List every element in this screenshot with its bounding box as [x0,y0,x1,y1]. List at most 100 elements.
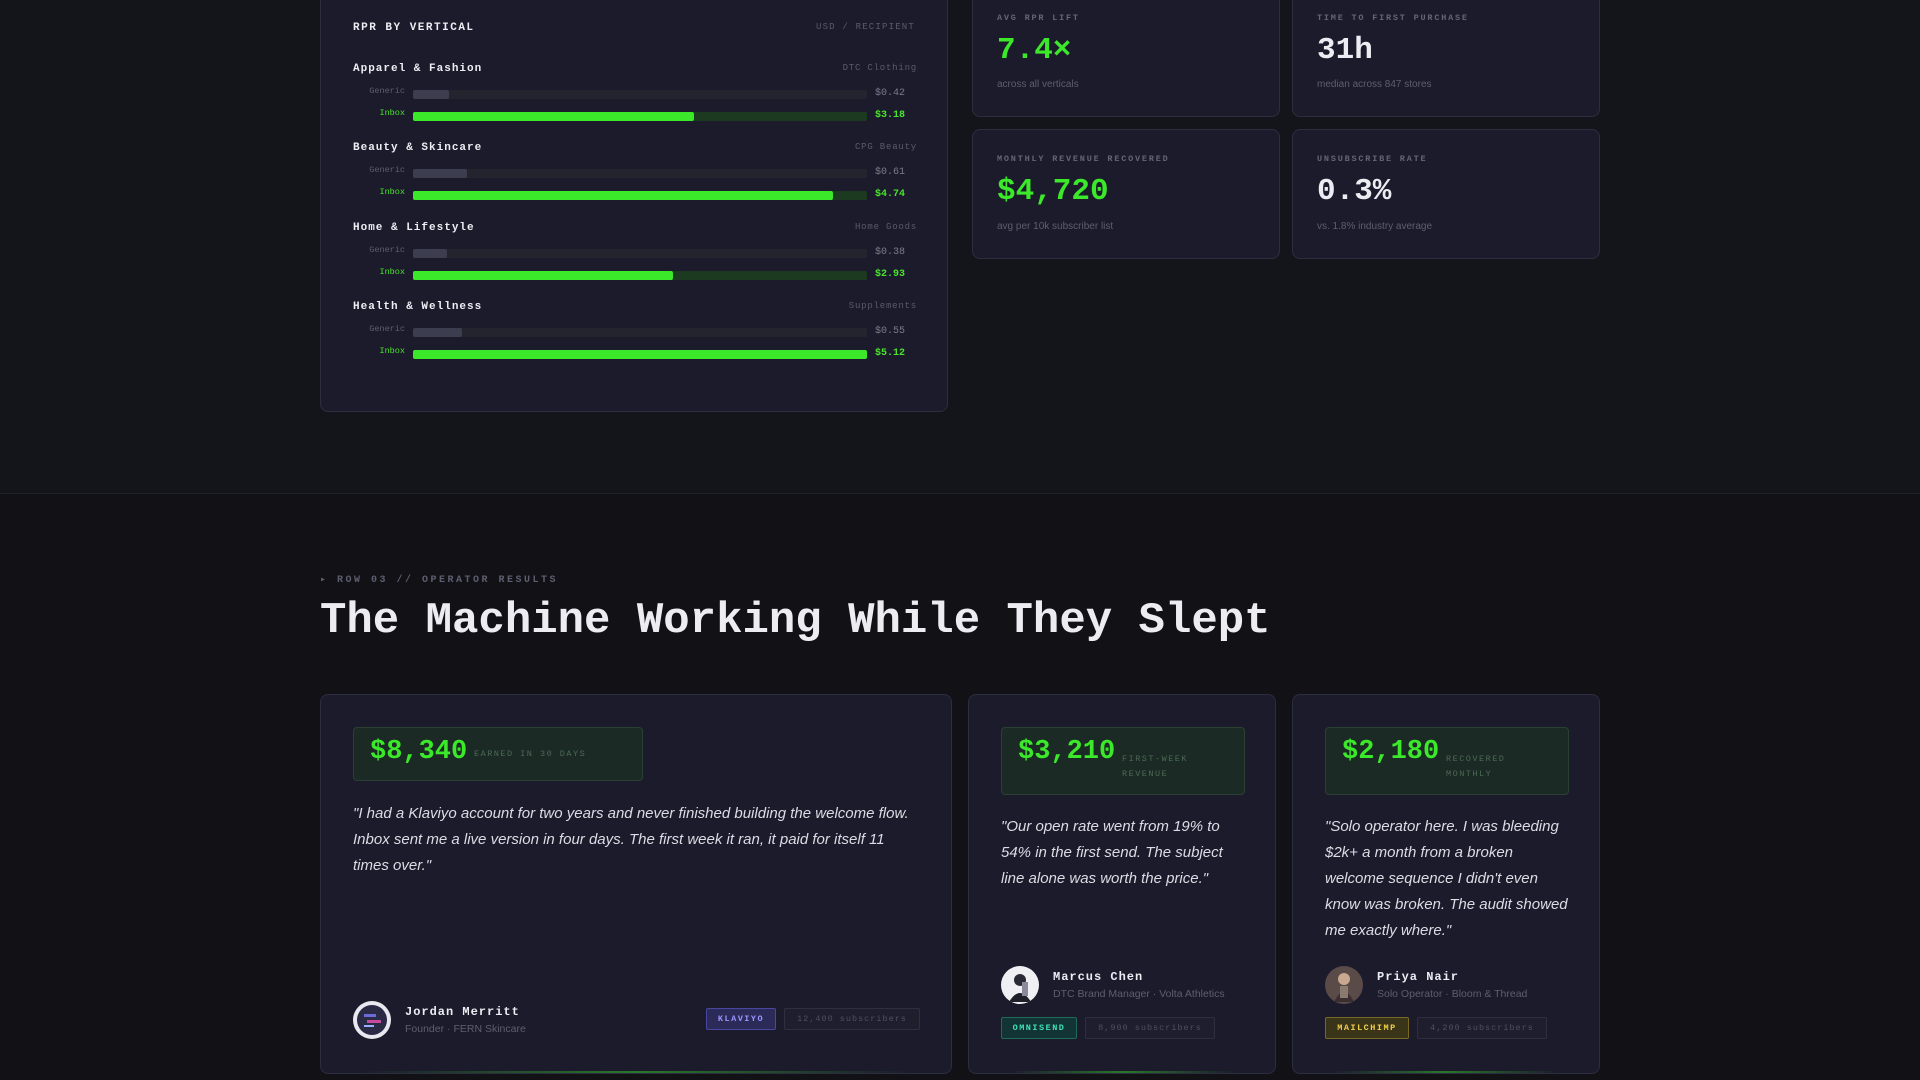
stat-subtext: median across 847 stores [1317,79,1432,90]
platform-badge-omnisend: OMNISEND [1001,1017,1077,1039]
generic-bar-row: Generic $0.61 [353,164,917,178]
generic-bar-label: Generic [369,245,405,255]
stat-label: AVG RPR LIFT [997,13,1080,23]
result-caption-line1: FIRST-WEEK [1122,754,1189,764]
generic-bar-fill [413,249,448,258]
section-title: The Machine Working While They Slept [320,596,1271,646]
generic-bar-track [413,169,867,178]
testimonial-quote: "Our open rate went from 19% to 54% in t… [1001,818,1223,887]
generic-bar-value: $0.61 [875,167,906,178]
stat-value: 31h [1317,33,1373,68]
vertical-group-health: Health & Wellness Supplements Generic $0… [353,301,917,379]
generic-bar-track [413,90,867,99]
testimonial-quote: "I had a Klaviyo account for two years a… [353,805,909,874]
subscriber-count: 4,200 subscribers [1417,1017,1547,1039]
inbox-bar-track [413,271,867,280]
inbox-bar-row: Inbox $3.18 [353,107,917,121]
rpr-chart-title: RPR BY VERTICAL [353,22,475,34]
vertical-tag: Supplements [848,301,917,311]
stat-label: MONTHLY REVENUE RECOVERED [997,154,1170,164]
inbox-bar-value: $2.93 [875,269,906,280]
stat-card-unsubscribe-rate: UNSUBSCRIBE RATE 0.3% vs. 1.8% industry … [1292,129,1600,259]
result-caption-line2: REVENUE [1122,769,1169,779]
inbox-bar-value: $4.74 [875,189,906,200]
testimonial-quote: "Solo operator here. I was bleeding $2k+… [1325,818,1568,939]
generic-bar-fill [413,169,468,178]
stat-label: UNSUBSCRIBE RATE [1317,154,1428,164]
card-bottom-accent [361,1071,911,1073]
inbox-bar-label: Inbox [379,346,405,356]
stat-subtext: vs. 1.8% industry average [1317,221,1433,232]
inbox-bar-row: Inbox $2.93 [353,266,917,280]
inbox-bar-value: $5.12 [875,348,906,359]
stat-value: 7.4× [997,33,1072,68]
card-bottom-accent [1009,1071,1235,1073]
inbox-bar-row: Inbox $5.12 [353,345,917,359]
generic-bar-value: $0.42 [875,88,906,99]
stat-card-rpr-lift: AVG RPR LIFT 7.4× across all verticals [972,0,1280,117]
platform-badge-mailchimp: MAILCHIMP [1325,1017,1409,1039]
generic-bar-track [413,328,867,337]
result-amount: $2,180 [1342,737,1440,767]
generic-bar-value: $0.38 [875,247,906,258]
results-band-background [0,0,1920,493]
stat-card-revenue-recovered: MONTHLY REVENUE RECOVERED $4,720 avg per… [972,129,1280,259]
testimonial-card-jordan: $8,340 EARNED IN 30 DAYS "I had a Klaviy… [320,694,952,1074]
vertical-name: Apparel & Fashion [353,63,483,75]
author-name: Jordan Merritt [405,1005,520,1019]
section-divider [0,493,1920,494]
generic-bar-label: Generic [369,324,405,334]
stat-card-time-to-purchase: TIME TO FIRST PURCHASE 31h median across… [1292,0,1600,117]
result-caption: EARNED IN 30 DAYS [474,749,587,759]
result-metric-box: $2,180 RECOVERED MONTHLY [1325,727,1569,795]
result-caption-line2: MONTHLY [1446,769,1493,779]
inbox-bar-row: Inbox $4.74 [353,186,917,200]
author-role: Solo Operator · Bloom & Thread [1377,988,1528,1000]
testimonial-card-marcus: $3,210 FIRST-WEEK REVENUE "Our open rate… [968,694,1276,1074]
vertical-name: Beauty & Skincare [353,142,483,154]
result-metric-box: $8,340 EARNED IN 30 DAYS [353,727,643,781]
vertical-group-home: Home & Lifestyle Home Goods Generic $0.3… [353,222,917,300]
testimonial-card-priya: $2,180 RECOVERED MONTHLY "Solo operator … [1292,694,1600,1074]
inbox-bar-fill [413,271,673,280]
inbox-bar-value: $3.18 [875,110,906,121]
inbox-bar-label: Inbox [379,108,405,118]
generic-bar-row: Generic $0.55 [353,323,917,337]
inbox-bar-track [413,350,867,359]
stat-subtext: avg per 10k subscriber list [997,221,1114,232]
generic-bar-fill [413,328,462,337]
generic-bar-fill [413,90,450,99]
author-name: Marcus Chen [1053,970,1144,984]
card-bottom-accent [1333,1071,1559,1073]
vertical-name: Home & Lifestyle [353,222,475,234]
vertical-group-apparel: Apparel & Fashion DTC Clothing Generic $… [353,63,917,141]
subscriber-count: 12,400 subscribers [784,1008,920,1030]
generic-bar-label: Generic [369,165,405,175]
avatar [353,1001,391,1039]
rpr-by-vertical-card: RPR BY VERTICAL USD / RECIPIENT Apparel … [320,0,948,412]
generic-bar-value: $0.55 [875,326,906,337]
inbox-bar-label: Inbox [379,267,405,277]
generic-bar-track [413,249,867,258]
avatar [1001,966,1039,1004]
stat-value: $4,720 [997,174,1109,209]
stat-subtext: across all verticals [997,79,1079,90]
vertical-group-beauty: Beauty & Skincare CPG Beauty Generic $0.… [353,142,917,220]
platform-badge-klaviyo: KLAVIYO [706,1008,776,1030]
inbox-bar-fill [413,191,833,200]
inbox-bar-track [413,112,867,121]
author-name: Priya Nair [1377,970,1460,984]
stat-value: 0.3% [1317,174,1392,209]
inbox-bar-label: Inbox [379,187,405,197]
section-eyebrow: ▸ ROW 03 // OPERATOR RESULTS [320,575,559,586]
vertical-tag: CPG Beauty [854,142,917,152]
stat-label: TIME TO FIRST PURCHASE [1317,13,1469,23]
author-role: Founder · FERN Skincare [405,1023,526,1035]
inbox-bar-fill [413,350,867,359]
generic-bar-row: Generic $0.42 [353,85,917,99]
inbox-bar-track [413,191,867,200]
inbox-bar-fill [413,112,695,121]
vertical-tag: Home Goods [854,222,917,232]
result-amount: $8,340 [370,737,468,767]
generic-bar-label: Generic [369,86,405,96]
